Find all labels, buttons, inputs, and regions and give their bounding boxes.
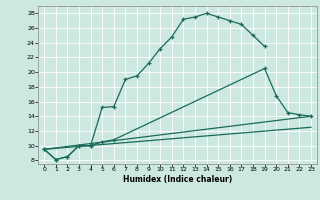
- X-axis label: Humidex (Indice chaleur): Humidex (Indice chaleur): [123, 175, 232, 184]
